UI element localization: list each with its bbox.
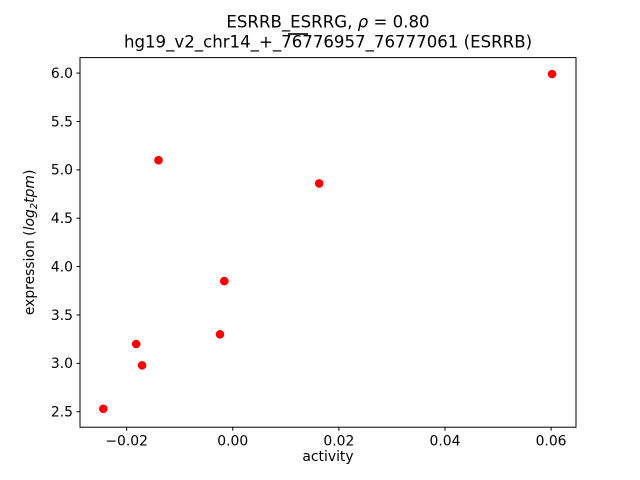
- x-tick-label: −0.02: [105, 434, 148, 450]
- chart-title-line2: hg19_v2_chr14_+_76776957_76777061 (ESRRB…: [124, 33, 532, 53]
- y-tick-label: 3.0: [51, 356, 73, 372]
- y-tick-label: 5.5: [51, 114, 73, 130]
- x-axis-label: activity: [302, 449, 353, 465]
- data-point: [220, 276, 229, 286]
- data-point: [131, 339, 141, 349]
- data-point: [314, 179, 324, 188]
- y-tick-label: 4.0: [51, 259, 73, 275]
- data-point: [99, 404, 108, 414]
- x-tick-label: 0.04: [430, 434, 461, 450]
- y-tick-label: 6.0: [51, 66, 73, 82]
- data-point: [215, 330, 225, 339]
- chart-title-line1: ESRRB_ESRRG, ρ = 0.80: [226, 13, 429, 33]
- title-overline-artifact: [288, 33, 308, 35]
- y-tick-label: 5.0: [51, 163, 73, 179]
- x-tick-label: 0.02: [323, 434, 354, 450]
- data-point: [547, 69, 557, 79]
- y-tick-label: 4.5: [51, 211, 73, 227]
- y-tick-label: 2.5: [51, 405, 73, 421]
- data-point: [137, 361, 147, 370]
- y-axis-label: expression (log2tpm): [22, 170, 40, 316]
- y-tick-label: 3.5: [51, 308, 73, 324]
- x-tick-label: 0.06: [536, 434, 567, 450]
- x-tick-label: 0.00: [217, 434, 248, 450]
- data-point: [154, 155, 163, 165]
- plot-border: [79, 57, 577, 428]
